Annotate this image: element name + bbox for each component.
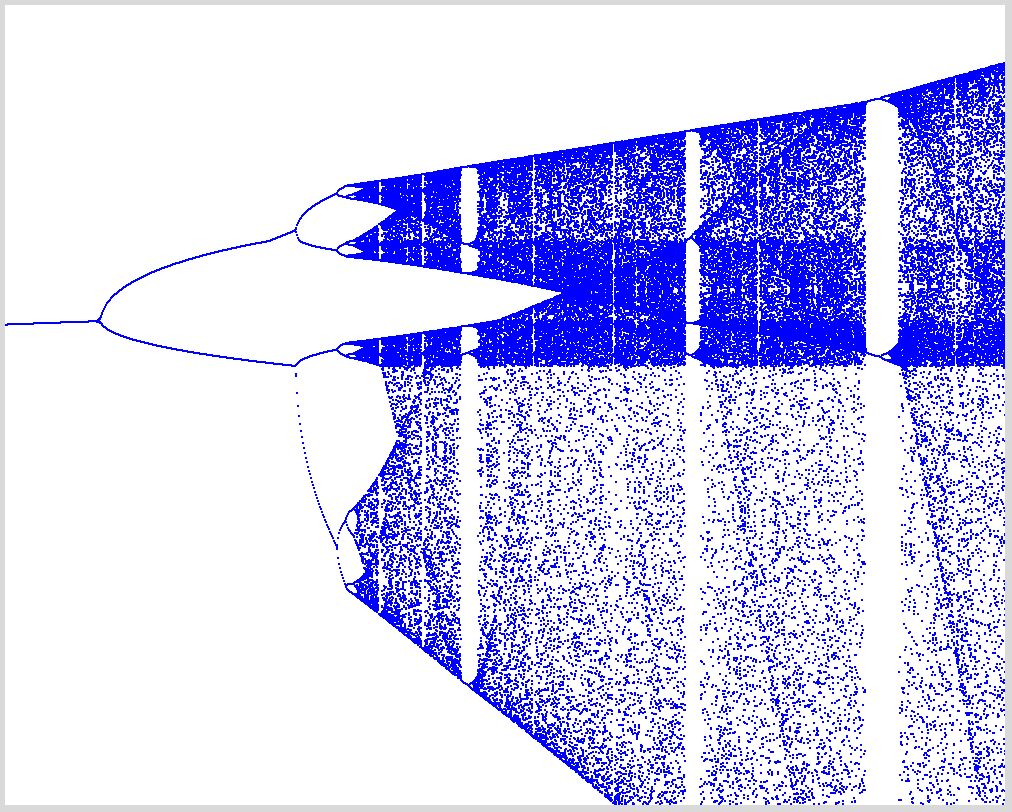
bifurcation-plot <box>5 5 1005 805</box>
orbit-points <box>5 62 1005 805</box>
plot-frame <box>5 5 1005 805</box>
